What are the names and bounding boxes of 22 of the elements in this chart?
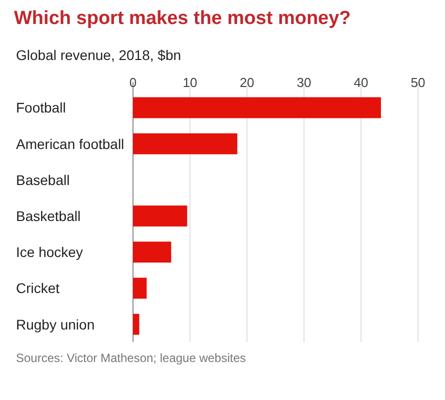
source-note: Sources: Victor Matheson; league websites xyxy=(16,351,246,365)
bar xyxy=(133,97,381,118)
bar xyxy=(133,278,147,299)
x-tick-label: 0 xyxy=(129,75,137,90)
y-tick-label: Rugby union xyxy=(16,316,95,332)
x-tick-label: 40 xyxy=(354,75,368,90)
y-tick-label: Baseball xyxy=(16,172,70,188)
x-tick-label: 10 xyxy=(182,75,198,90)
y-tick-label: Cricket xyxy=(16,280,60,296)
x-tick-label: 30 xyxy=(296,75,312,90)
bar xyxy=(133,242,172,263)
chart-title: Which sport makes the most money? xyxy=(14,8,351,29)
bar xyxy=(133,314,140,335)
chart-subtitle: Global revenue, 2018, $bn xyxy=(16,47,182,63)
y-tick-label: Football xyxy=(16,100,66,116)
bar xyxy=(133,206,188,226)
x-tick-label: 50 xyxy=(410,75,426,90)
bar xyxy=(133,133,238,154)
y-tick-label: Basketball xyxy=(16,208,81,224)
x-tick-label: 20 xyxy=(240,75,254,90)
y-tick-label: Ice hockey xyxy=(16,244,83,260)
y-tick-label: American football xyxy=(16,136,124,152)
